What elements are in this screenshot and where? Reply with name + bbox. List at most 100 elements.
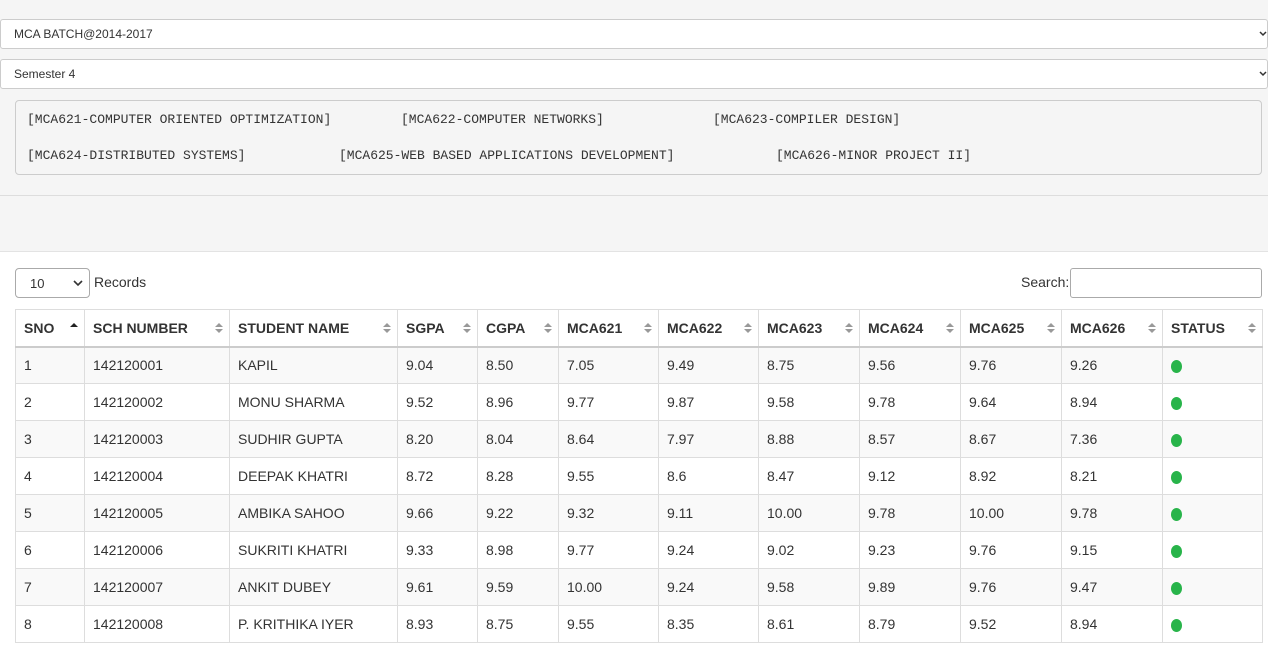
column-header-mca621[interactable]: MCA621 — [558, 309, 659, 348]
cgpa-cell: 8.75 — [477, 605, 559, 643]
sch-number-cell: 142120004 — [84, 457, 230, 495]
sort-icon — [946, 323, 954, 333]
sno-cell: 6 — [15, 531, 85, 569]
subject-label: [MCA621-COMPUTER ORIENTED OPTIMIZATION] — [27, 112, 332, 127]
column-header-label: SCH NUMBER — [93, 319, 188, 336]
column-header-sno[interactable]: SNO — [15, 309, 85, 348]
mca624-cell: 9.78 — [859, 494, 961, 532]
sno-cell: 8 — [15, 605, 85, 643]
status-indicator-icon — [1171, 433, 1182, 447]
subject-label: [MCA626-MINOR PROJECT II] — [776, 148, 972, 163]
column-header-status[interactable]: STATUS — [1162, 309, 1263, 348]
table-row: 1 142120001 KAPIL 9.04 8.50 7.05 9.49 8.75 9.56 9… — [15, 346, 1263, 384]
sch-number-cell: 142120006 — [84, 531, 230, 569]
mca625-cell: 9.76 — [960, 346, 1062, 384]
status-cell — [1162, 346, 1263, 384]
mca622-cell: 9.24 — [658, 568, 759, 606]
mca623-cell: 9.58 — [758, 383, 860, 421]
mca623-cell: 10.00 — [758, 494, 860, 532]
subject-label: [MCA623-COMPILER DESIGN] — [713, 112, 901, 127]
batch-select[interactable]: MCA BATCH@2014-2017 — [0, 19, 1268, 49]
mca626-cell: 9.47 — [1061, 568, 1163, 606]
mca626-cell: 9.15 — [1061, 531, 1163, 569]
sgpa-cell: 9.61 — [397, 568, 478, 606]
table-row: 6 142120006 SUKRITI KHATRI 9.33 8.98 9.77 9.24… — [15, 531, 1263, 569]
sort-icon — [215, 323, 223, 333]
sort-icon — [1248, 323, 1256, 333]
batch-select-value: MCA BATCH@2014-2017 — [14, 27, 153, 41]
table-header-row: SNO SCH NUMBER STUDENT NAME SGPA CGPA MC… — [15, 309, 1263, 348]
mca626-cell: 8.94 — [1061, 605, 1163, 643]
mca625-cell: 8.67 — [960, 420, 1062, 458]
column-header-label: STATUS — [1171, 319, 1225, 336]
mca626-cell: 9.26 — [1061, 346, 1163, 384]
sch-number-cell: 142120001 — [84, 346, 230, 384]
column-header-label: MCA623 — [767, 319, 823, 336]
page-length-select[interactable]: 10 — [15, 268, 90, 298]
mca623-cell: 9.02 — [758, 531, 860, 569]
mca625-cell: 9.52 — [960, 605, 1062, 643]
mca621-cell: 9.32 — [558, 494, 659, 532]
semester-select[interactable]: Semester 4 — [0, 59, 1268, 89]
table-row: 8 142120008 P. KRITHIKA IYER 8.93 8.75 9.55 8.… — [15, 605, 1263, 643]
column-header-cgpa[interactable]: CGPA — [477, 309, 559, 348]
mca624-cell: 9.56 — [859, 346, 961, 384]
sno-cell: 1 — [15, 346, 85, 384]
column-header-mca624[interactable]: MCA624 — [859, 309, 961, 348]
student-name-cell: DEEPAK KHATRI — [229, 457, 398, 495]
mca621-cell: 7.05 — [558, 346, 659, 384]
search-input[interactable] — [1070, 268, 1262, 298]
sgpa-cell: 8.93 — [397, 605, 478, 643]
mca626-cell: 7.36 — [1061, 420, 1163, 458]
column-header-label: MCA625 — [969, 319, 1025, 336]
sno-cell: 2 — [15, 383, 85, 421]
mca621-cell: 9.77 — [558, 383, 659, 421]
mca624-cell: 9.23 — [859, 531, 961, 569]
sort-icon — [544, 323, 552, 333]
chevron-down-icon — [1259, 71, 1267, 77]
sno-cell: 3 — [15, 420, 85, 458]
column-header-label: SNO — [24, 319, 55, 336]
column-header-mca622[interactable]: MCA622 — [658, 309, 759, 348]
column-header-student-name[interactable]: STUDENT NAME — [229, 309, 398, 348]
status-cell — [1162, 383, 1263, 421]
sch-number-cell: 142120003 — [84, 420, 230, 458]
mca625-cell: 9.64 — [960, 383, 1062, 421]
column-header-mca623[interactable]: MCA623 — [758, 309, 860, 348]
mca622-cell: 7.97 — [658, 420, 759, 458]
records-label: Records — [94, 274, 147, 290]
student-name-cell: SUDHIR GUPTA — [229, 420, 398, 458]
sgpa-cell: 8.20 — [397, 420, 478, 458]
results-table: SNO SCH NUMBER STUDENT NAME SGPA CGPA MC… — [15, 309, 1263, 643]
column-header-label: MCA624 — [868, 319, 924, 336]
column-header-label: STUDENT NAME — [238, 319, 350, 336]
mca623-cell: 8.61 — [758, 605, 860, 643]
sort-icon — [644, 323, 652, 333]
column-header-mca626[interactable]: MCA626 — [1061, 309, 1163, 348]
status-cell — [1162, 605, 1263, 643]
subjects-panel: [MCA621-COMPUTER ORIENTED OPTIMIZATION] … — [15, 100, 1262, 175]
mca626-cell: 8.21 — [1061, 457, 1163, 495]
sort-ascending-icon — [70, 323, 78, 327]
column-header-mca625[interactable]: MCA625 — [960, 309, 1062, 348]
mca623-cell: 8.75 — [758, 346, 860, 384]
column-header-label: CGPA — [486, 319, 526, 336]
status-indicator-icon — [1171, 470, 1182, 484]
column-header-label: MCA622 — [667, 319, 723, 336]
column-header-label: SGPA — [406, 319, 445, 336]
sch-number-cell: 142120008 — [84, 605, 230, 643]
mca625-cell: 8.92 — [960, 457, 1062, 495]
status-indicator-icon — [1171, 360, 1182, 374]
mca623-cell: 9.58 — [758, 568, 860, 606]
sgpa-cell: 9.52 — [397, 383, 478, 421]
column-header-sch-number[interactable]: SCH NUMBER — [84, 309, 230, 348]
subject-label: [MCA625-WEB BASED APPLICATIONS DEVELOPME… — [339, 148, 675, 163]
sort-icon — [1148, 323, 1156, 333]
sno-cell: 7 — [15, 568, 85, 606]
mca626-cell: 9.78 — [1061, 494, 1163, 532]
cgpa-cell: 8.28 — [477, 457, 559, 495]
cgpa-cell: 8.04 — [477, 420, 559, 458]
mca624-cell: 9.12 — [859, 457, 961, 495]
status-cell — [1162, 457, 1263, 495]
column-header-sgpa[interactable]: SGPA — [397, 309, 478, 348]
